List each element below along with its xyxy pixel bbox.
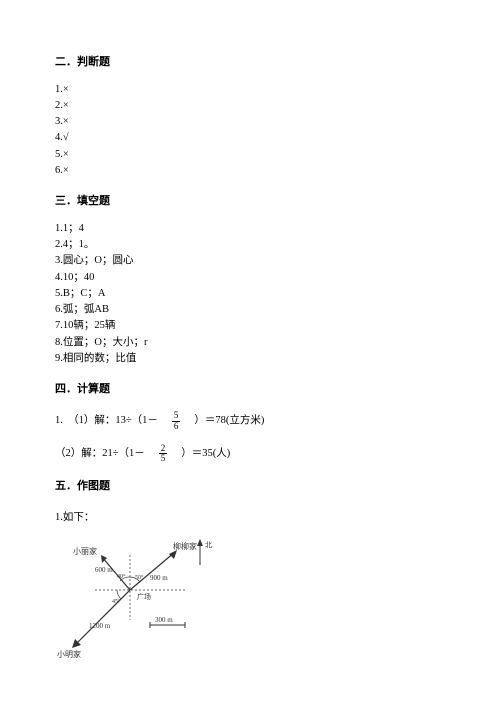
direction-diagram: 北 小丽家 600 m 柳柳家 900 m 小明家 1200 m 广场 40° … <box>55 535 225 675</box>
label-xiaoli: 小丽家 <box>73 546 97 556</box>
north-arrow-icon <box>197 539 203 546</box>
fill-5: 5.B；C；A <box>55 286 445 302</box>
north-label: 北 <box>205 541 212 549</box>
line-liuliu <box>130 552 175 590</box>
judge-4: 4.√ <box>55 130 445 146</box>
line-xiaoming <box>75 590 130 645</box>
section-4-title: 四．计算题 <box>55 381 445 399</box>
judge-3: 3.× <box>55 114 445 130</box>
fill-1: 1.1；4 <box>55 221 445 237</box>
fill-7: 7.10辆；25辆 <box>55 318 445 334</box>
fraction-5-6: 5 6 <box>172 411 181 432</box>
section-2-title: 二．判断题 <box>55 54 445 72</box>
frac-den: 6 <box>172 421 181 432</box>
calc-1-prefix: 1. （1）解：13÷（1－ <box>55 413 158 430</box>
fill-9: 9.相同的数；比值 <box>55 351 445 367</box>
fraction-2-5: 2 5 <box>159 444 168 465</box>
arc-45 <box>117 590 121 599</box>
section-3-title: 三．填空题 <box>55 193 445 211</box>
calc-2-prefix: （2）解：21÷（1－ <box>55 446 145 463</box>
judge-1: 1.× <box>55 82 445 98</box>
fill-2: 2.4；1。 <box>55 237 445 253</box>
judge-6: 6.× <box>55 163 445 179</box>
judge-2: 2.× <box>55 98 445 114</box>
label-xiaoming: 小明家 <box>57 649 81 659</box>
fill-6: 6.弧；弧AB <box>55 302 445 318</box>
fill-3: 3.圆心；O；圆心 <box>55 253 445 269</box>
label-40deg: 40° <box>117 573 126 580</box>
frac-den: 5 <box>159 453 168 464</box>
section-5-title: 五．作图题 <box>55 478 445 496</box>
fill-4: 4.10；40 <box>55 270 445 286</box>
calc-2-suffix: ）＝35(人) <box>181 446 230 463</box>
calc-1: 1. （1）解：13÷（1－ 5 6 ）＝78(立方米) <box>55 411 445 432</box>
frac-num: 5 <box>174 411 179 421</box>
label-1200m: 1200 m <box>89 622 111 630</box>
figure-1-label: 1.如下： <box>55 510 445 527</box>
label-600m: 600 m <box>95 566 113 574</box>
label-45deg: 45° <box>112 598 121 605</box>
label-50deg: 50° <box>135 574 144 581</box>
judge-5: 5.× <box>55 147 445 163</box>
arrow-liuliu-icon <box>169 550 177 559</box>
frac-num: 2 <box>161 444 166 454</box>
label-900m: 900 m <box>150 574 168 582</box>
label-liuliu: 柳柳家 <box>173 541 197 551</box>
calc-2: （2）解：21÷（1－ 2 5 ）＝35(人) <box>55 444 445 465</box>
label-guangchang: 广场 <box>137 592 151 601</box>
fill-8: 8.位置；O；大小；r <box>55 335 445 351</box>
label-300m: 300 m <box>155 616 173 624</box>
calc-1-suffix: ）＝78(立方米) <box>194 413 264 430</box>
